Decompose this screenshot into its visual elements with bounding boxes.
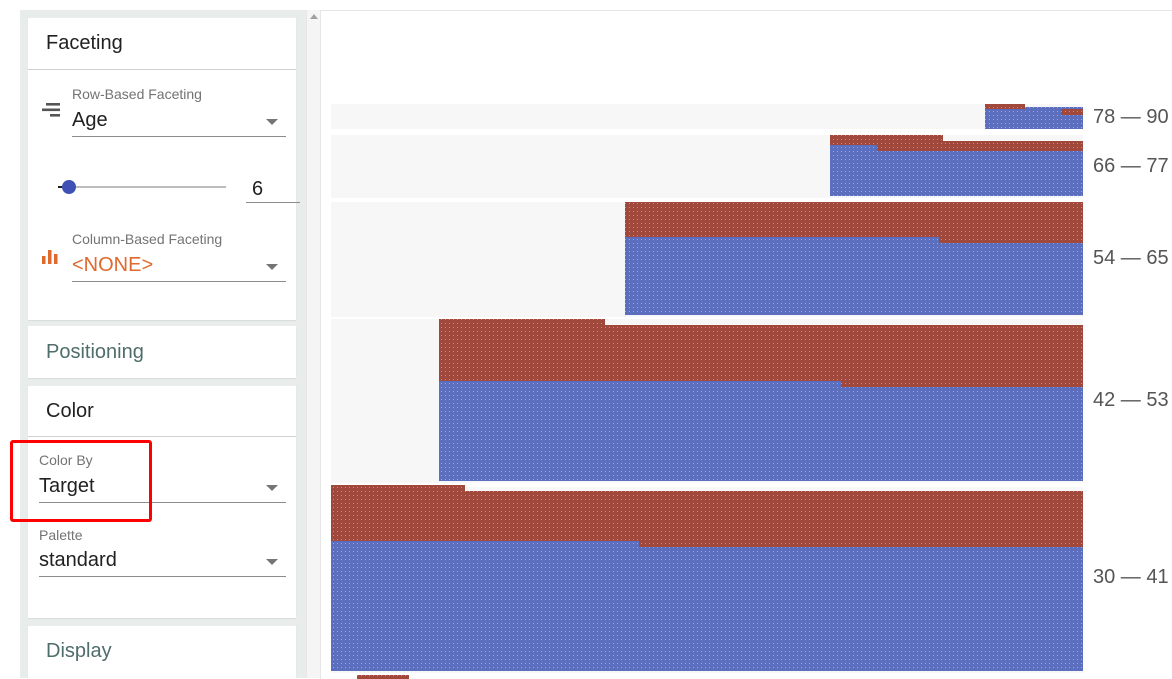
positioning-card[interactable]: Positioning bbox=[28, 326, 296, 378]
facet-label: 30 — 41 bbox=[1093, 566, 1169, 588]
display-title[interactable]: Display bbox=[46, 640, 112, 662]
positive-points bbox=[439, 319, 605, 325]
chevron-down-icon bbox=[266, 264, 278, 270]
chevron-down-icon bbox=[266, 559, 278, 565]
positive-points bbox=[985, 104, 1025, 109]
column-faceting-value: <NONE> bbox=[72, 254, 154, 276]
negative-points bbox=[625, 237, 1083, 315]
row-faceting-value: Age bbox=[72, 109, 108, 131]
color-by-select[interactable]: Target bbox=[39, 470, 286, 503]
faceting-title[interactable]: Faceting bbox=[46, 32, 123, 54]
facet-row-bg bbox=[331, 104, 1083, 129]
negative-points bbox=[830, 145, 1083, 196]
faceting-card: Faceting Row-Based Faceting Age Column-B… bbox=[28, 18, 300, 320]
row-faceting-label: Row-Based Faceting bbox=[72, 86, 202, 102]
positive-points bbox=[877, 141, 1083, 151]
color-by-label: Color By bbox=[39, 452, 93, 468]
facet-group-30-41[interactable] bbox=[331, 485, 1083, 671]
positive-points bbox=[841, 379, 1083, 387]
bins-slider-track[interactable] bbox=[58, 186, 226, 188]
sidebar-scrollbar[interactable] bbox=[306, 10, 321, 678]
positioning-title[interactable]: Positioning bbox=[46, 341, 144, 363]
positive-points bbox=[830, 135, 943, 145]
positive-points bbox=[331, 491, 1083, 541]
positive-points bbox=[639, 539, 1083, 547]
negative-points bbox=[439, 381, 1083, 481]
sidebar: Faceting Row-Based Faceting Age Column-B… bbox=[20, 10, 306, 678]
facet-canvas[interactable]: 78 — 90 66 — 77 54 — 65 42 — 53 30 — 41 bbox=[320, 10, 1172, 679]
positive-points bbox=[1061, 109, 1083, 115]
palette-value: standard bbox=[39, 549, 117, 571]
negative-points bbox=[985, 107, 1083, 129]
color-card: Color Color By Target Palette standard bbox=[28, 386, 296, 618]
positive-points bbox=[439, 325, 1083, 381]
facet-svg: 78 — 90 66 — 77 54 — 65 42 — 53 30 — 41 bbox=[331, 104, 1169, 679]
positive-points bbox=[357, 675, 409, 679]
bins-slider-thumb[interactable] bbox=[62, 180, 76, 194]
facet-group-54-65[interactable] bbox=[625, 202, 1083, 315]
faceting-divider bbox=[28, 69, 296, 70]
positive-points bbox=[331, 485, 465, 491]
facet-group-78-90[interactable] bbox=[985, 104, 1083, 129]
positive-points bbox=[939, 235, 1083, 243]
facet-label: 54 — 65 bbox=[1093, 247, 1169, 269]
facet-group-66-77[interactable] bbox=[830, 135, 1083, 196]
row-faceting-select[interactable]: Age bbox=[72, 104, 286, 137]
color-title[interactable]: Color bbox=[46, 400, 94, 422]
display-card[interactable]: Display bbox=[28, 626, 296, 678]
positive-points bbox=[625, 202, 1083, 237]
chevron-down-icon bbox=[266, 485, 278, 491]
bar-chart-icon bbox=[42, 250, 58, 264]
column-faceting-label: Column-Based Faceting bbox=[72, 231, 223, 247]
chevron-down-icon bbox=[266, 119, 278, 125]
facet-label: 66 — 77 bbox=[1093, 155, 1169, 177]
palette-label: Palette bbox=[39, 527, 83, 543]
negative-points bbox=[331, 541, 1083, 671]
color-divider bbox=[28, 436, 296, 437]
color-by-value: Target bbox=[39, 475, 95, 497]
scroll-up-icon[interactable] bbox=[310, 14, 318, 19]
row-faceting-icon bbox=[42, 103, 60, 117]
facet-label: 78 — 90 bbox=[1093, 106, 1169, 128]
facet-label: 42 — 53 bbox=[1093, 389, 1169, 411]
facet-group-42-53[interactable] bbox=[439, 319, 1083, 481]
bins-input[interactable] bbox=[246, 176, 300, 203]
column-faceting-select[interactable]: <NONE> bbox=[72, 249, 286, 282]
palette-select[interactable]: standard bbox=[39, 544, 286, 577]
